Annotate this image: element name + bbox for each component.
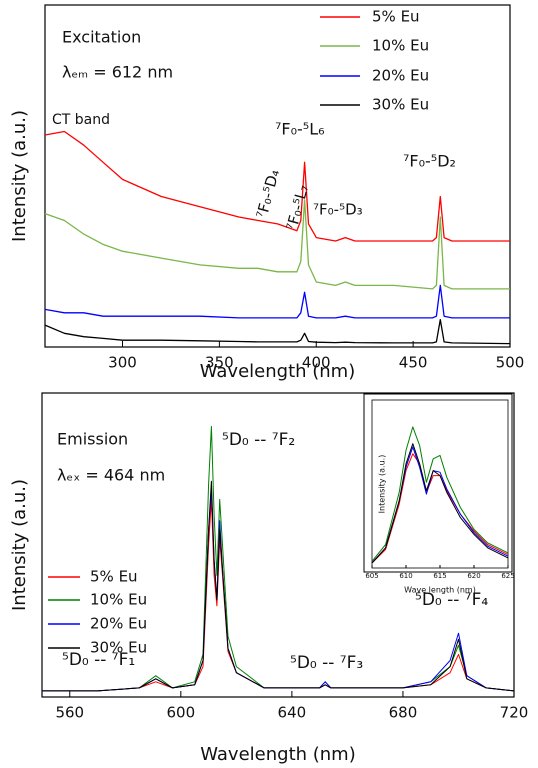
x-tick-label: 615 [433,572,446,580]
x-tick-label: 300 [108,354,137,372]
x-axis-label: Wavelength (nm) [200,361,356,382]
x-tick-label: 500 [496,354,525,372]
x-tick-label: 350 [205,354,234,372]
legend-label: 5% Eu [372,8,420,26]
legend-label: 10% Eu [90,591,147,609]
x-tick-label: 600 [167,704,196,722]
annotation: λₑₘ = 612 nm [62,63,173,82]
legend-label: 30% Eu [372,96,429,114]
x-axis-label: Wavelength (nm) [200,744,356,765]
x-tick-label: 605 [365,572,378,580]
plot-frame [44,4,511,348]
series-line [44,199,510,290]
x-tick-label: 560 [55,704,84,722]
x-tick-label: 625 [501,572,514,580]
x-tick-label: 620 [467,572,480,580]
annotation: ⁵D₀ -- ⁷F₄ [415,590,488,610]
legend-label: 5% Eu [90,568,138,586]
y-axis-label: Intensity (a.u.) [9,110,30,242]
annotation: ⁵D₀ -- ⁷F₂ [222,430,295,450]
series-line [371,443,509,564]
annotation: ⁵D₀ -- ⁷F₁ [62,650,135,670]
x-tick-label: 610 [399,572,412,580]
legend-label: 30% Eu [90,639,147,657]
annotation: ⁷F₀-⁵D₂ [403,152,456,171]
series-line [44,318,511,345]
y-axis-label: Intensity (a.u.) [9,479,30,611]
annotation: Emission [57,430,128,449]
series-line [42,480,515,692]
annotation: ⁷F₀-⁵D₃ [313,201,363,219]
x-tick-label: 450 [399,354,428,372]
legend-label: 20% Eu [372,67,429,85]
plot-frame [41,392,515,698]
annotation: ⁷F₀-⁵D₄ [253,168,283,221]
x-tick-label: 640 [278,704,307,722]
x-tick-label: 680 [389,704,418,722]
annotation: ⁵D₀ -- ⁷F₃ [290,653,363,673]
annotation: λₑₓ = 464 nm [57,466,165,485]
series-line [371,426,509,562]
y-axis-label: Intensity (a.u.) [378,455,387,514]
x-tick-label: 720 [500,704,529,722]
legend-label: 10% Eu [372,37,429,55]
annotation: CT band [52,112,110,128]
annotation: Excitation [62,28,141,47]
series-line [44,284,510,319]
legend-label: 20% Eu [90,615,147,633]
series-line [44,130,510,242]
x-tick-label: 400 [302,354,331,372]
x-axis-label: Wave length (nm) [404,586,476,595]
annotation: ⁷F₀-⁵L₆ [275,120,325,139]
